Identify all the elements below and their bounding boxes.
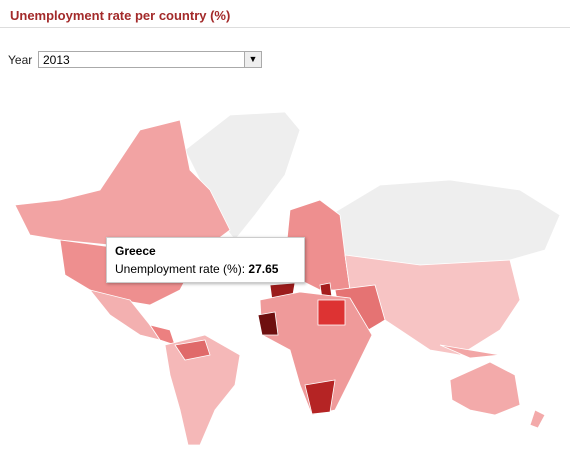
- australia: [449, 361, 521, 416]
- new-zealand: [529, 409, 546, 429]
- tooltip-country: Greece: [115, 244, 156, 258]
- venezuela: [174, 339, 211, 361]
- south-america: [164, 334, 241, 446]
- tooltip-value: 27.65: [248, 262, 279, 276]
- west-africa: [257, 311, 279, 336]
- year-select[interactable]: 2013 ▼: [38, 51, 262, 68]
- egypt: [317, 299, 346, 326]
- title: Unemployment rate per country (%): [10, 8, 231, 23]
- tooltip-metric: Unemployment rate (%):: [115, 262, 246, 276]
- russia: [329, 179, 561, 271]
- divider: [0, 27, 570, 28]
- year-label: Year: [8, 53, 33, 67]
- southern-africa: [304, 379, 336, 415]
- year-value: 2013: [43, 53, 70, 67]
- indonesia: [439, 344, 501, 359]
- tooltip: Greece Unemployment rate (%): 27.65: [106, 237, 305, 283]
- dropdown-arrow[interactable]: ▼: [244, 52, 261, 67]
